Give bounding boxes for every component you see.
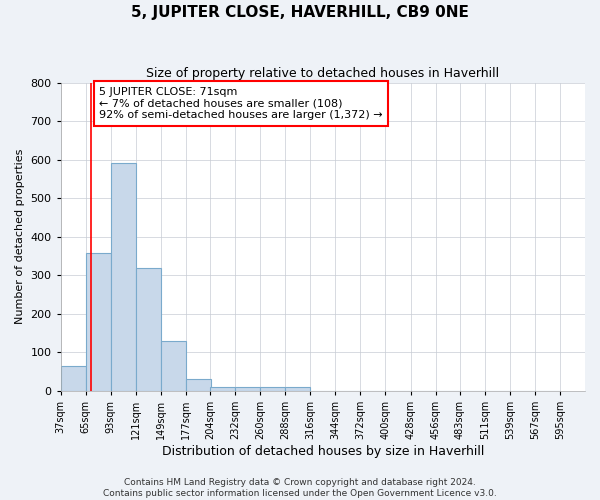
Title: Size of property relative to detached houses in Haverhill: Size of property relative to detached ho… [146,68,499,80]
Bar [161,342,186,390]
Bar [61,366,86,390]
Bar [186,379,211,390]
Bar [235,386,260,390]
Text: 5, JUPITER CLOSE, HAVERHILL, CB9 0NE: 5, JUPITER CLOSE, HAVERHILL, CB9 0NE [131,5,469,20]
Text: 5 JUPITER CLOSE: 71sqm
← 7% of detached houses are smaller (108)
92% of semi-det: 5 JUPITER CLOSE: 71sqm ← 7% of detached … [99,87,383,120]
Bar [210,386,235,390]
X-axis label: Distribution of detached houses by size in Haverhill: Distribution of detached houses by size … [161,444,484,458]
Bar [285,386,310,390]
Bar [136,268,161,390]
Bar [111,163,136,390]
Y-axis label: Number of detached properties: Number of detached properties [15,149,25,324]
Text: Contains HM Land Registry data © Crown copyright and database right 2024.
Contai: Contains HM Land Registry data © Crown c… [103,478,497,498]
Bar [86,254,111,390]
Bar [260,386,285,390]
